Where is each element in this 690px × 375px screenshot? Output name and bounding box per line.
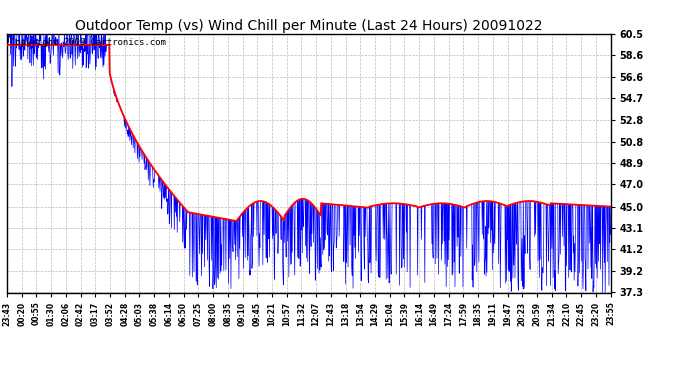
- Text: Copyright 2009 Cartronics.com: Copyright 2009 Cartronics.com: [10, 38, 166, 46]
- Title: Outdoor Temp (vs) Wind Chill per Minute (Last 24 Hours) 20091022: Outdoor Temp (vs) Wind Chill per Minute …: [75, 19, 542, 33]
